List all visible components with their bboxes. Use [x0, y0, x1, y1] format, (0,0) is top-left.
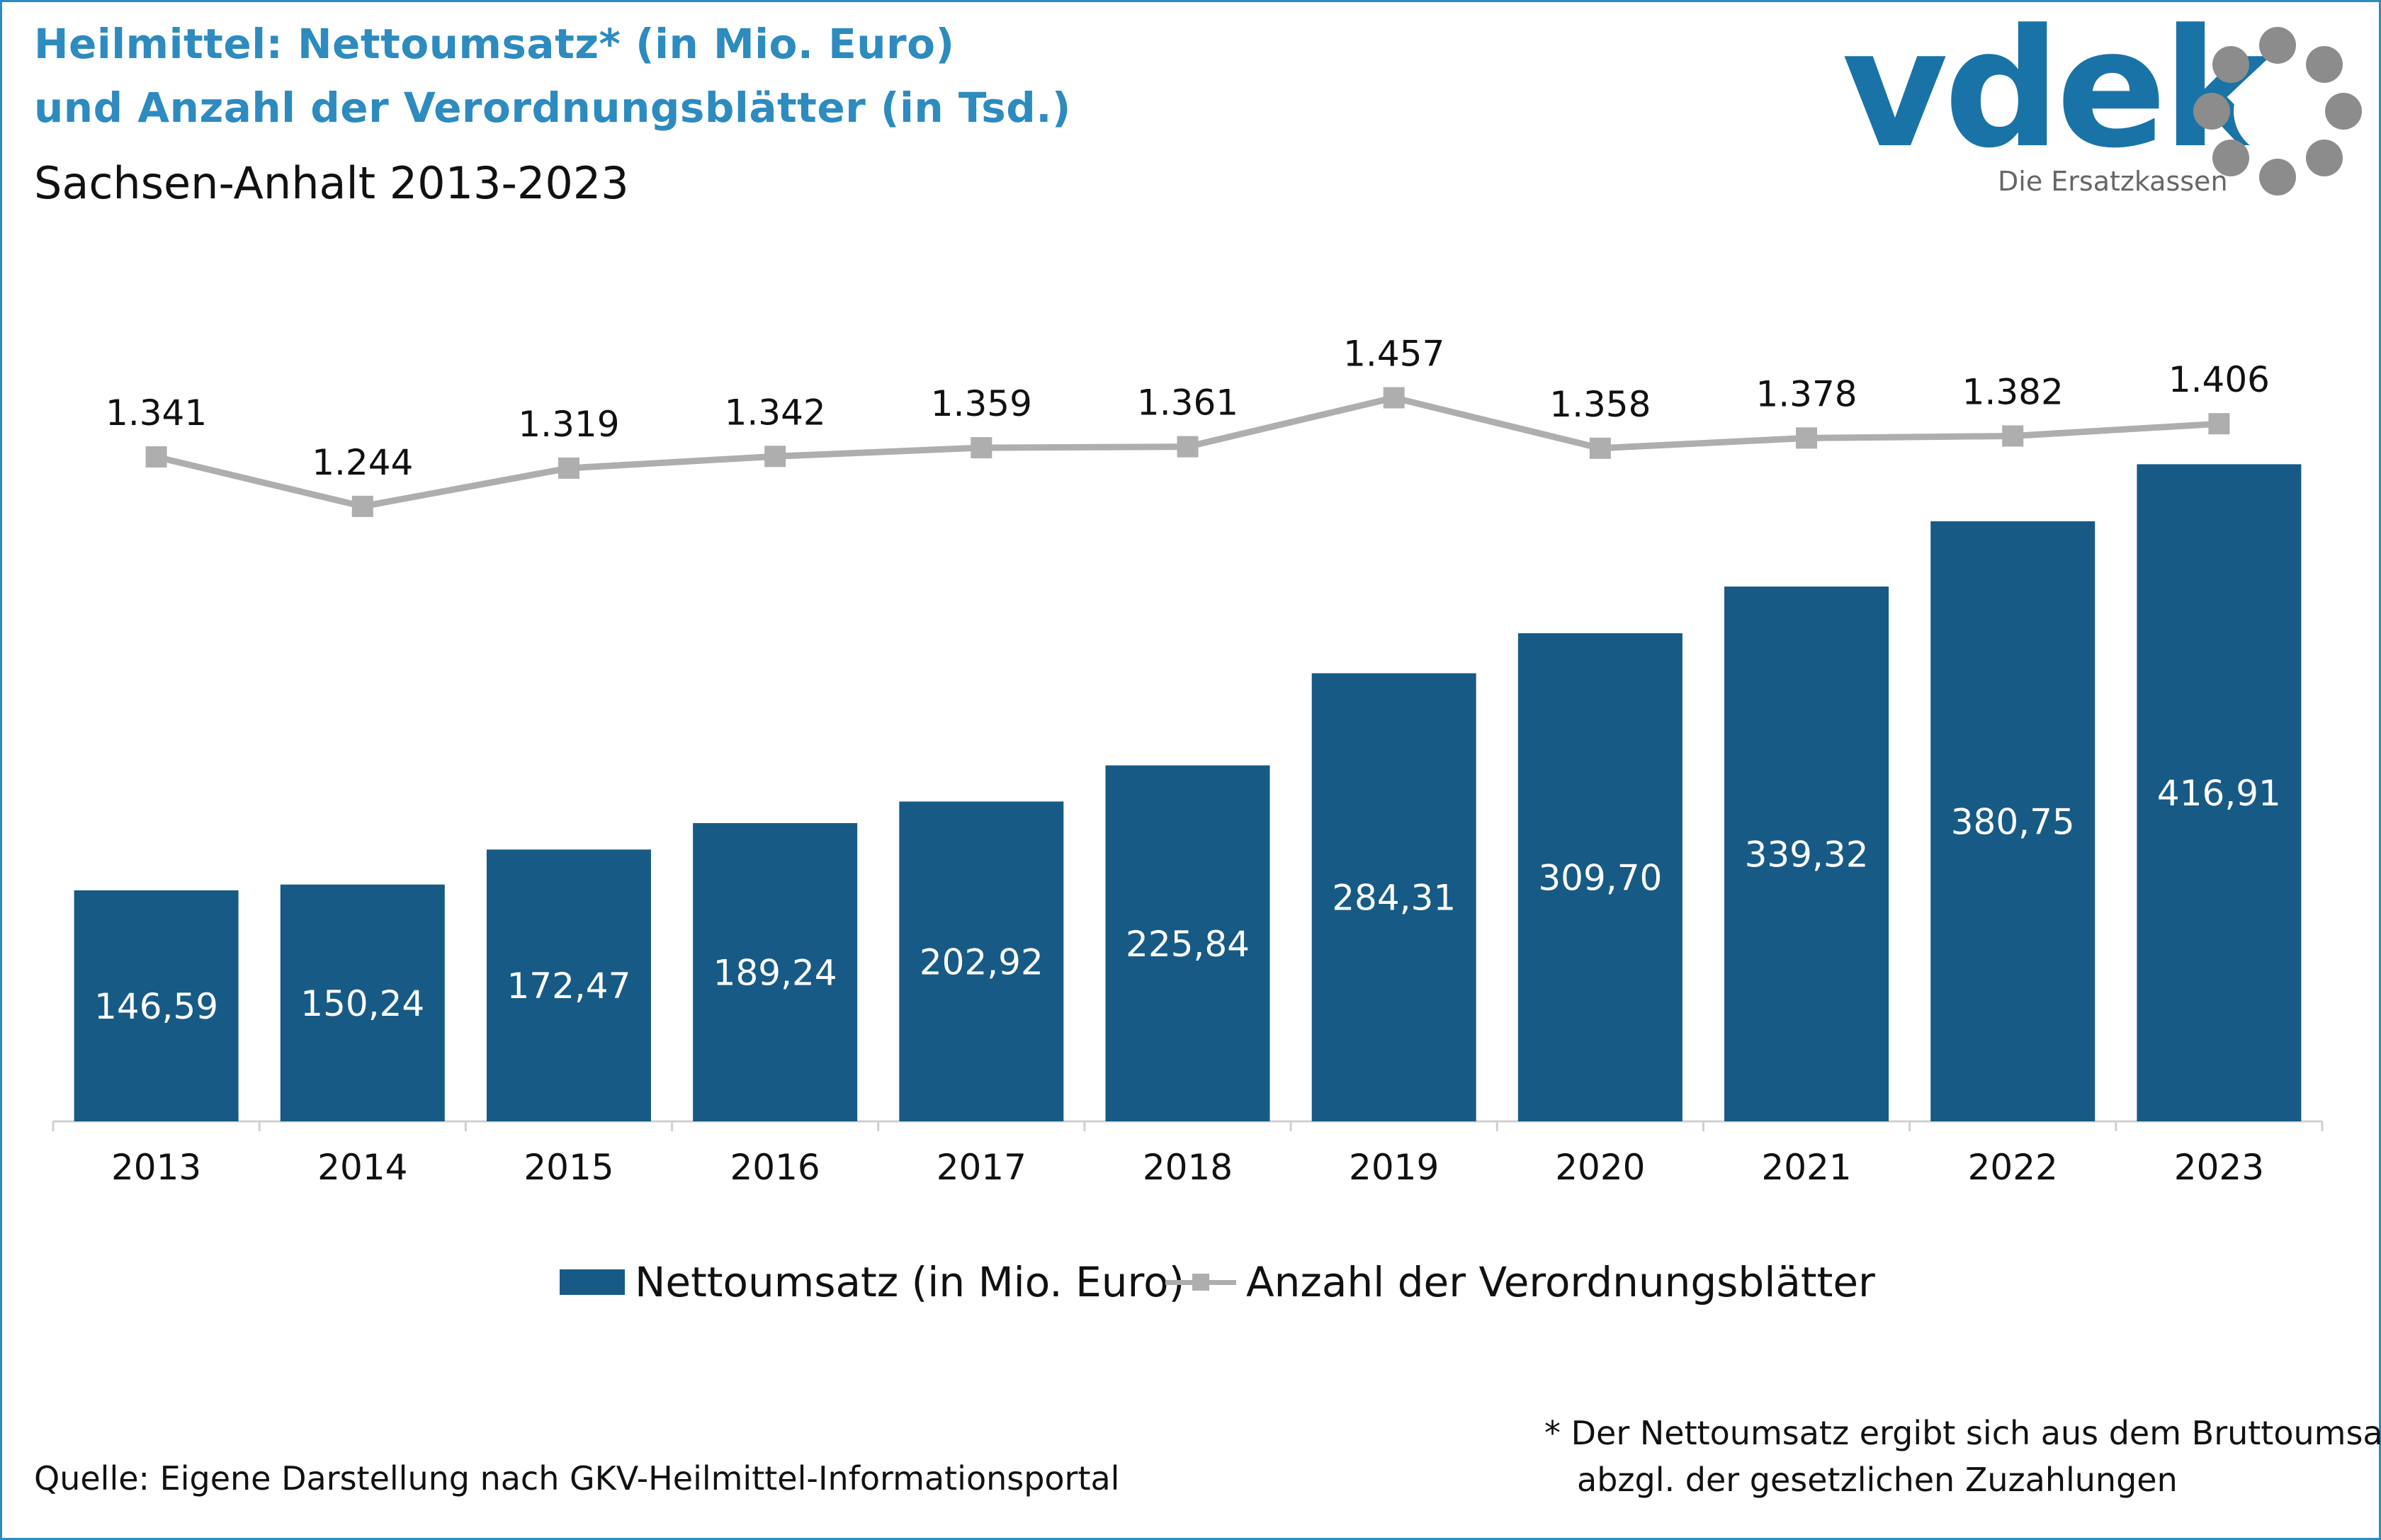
footnote: * Der Nettoumsatz ergibt sich aus dem Br… [1544, 1410, 2381, 1503]
x-tick-label-2013: 2013 [111, 1147, 201, 1188]
bar-value-label-2019: 284,31 [1332, 878, 1456, 919]
bar-value-label-2023: 416,91 [2157, 773, 2281, 814]
line-value-label-2023: 1.406 [2168, 359, 2270, 400]
chart-title-line2: und Anzahl der Verordnungsblätter (in Ts… [34, 84, 1071, 132]
line-marker-2016 [764, 446, 786, 468]
line-marker-2019 [1383, 387, 1405, 409]
source-note: Quelle: Eigene Darstellung nach GKV-Heil… [34, 1459, 1120, 1497]
bar-nettoumsatz-2021 [1724, 587, 1889, 1121]
chart-title-line1: Heilmittel: Nettoumsatz* (in Mio. Euro) [34, 20, 955, 68]
line-value-label-2019: 1.457 [1343, 333, 1444, 374]
bar-value-label-2021: 339,32 [1745, 834, 1869, 876]
line-value-label-2014: 1.244 [312, 442, 413, 483]
bar-value-label-2013: 146,59 [94, 986, 218, 1027]
bar-nettoumsatz-2022 [1930, 521, 2096, 1121]
footnote-line1: * Der Nettoumsatz ergibt sich aus dem Br… [1544, 1414, 2381, 1452]
bar-nettoumsatz-2018 [1105, 765, 1270, 1121]
bar-value-label-2016: 189,24 [713, 952, 837, 993]
x-tick-label-2015: 2015 [524, 1147, 613, 1188]
line-marker-2021 [1796, 427, 1818, 449]
chart-subtitle: Sachsen-Anhalt 2013-2023 [34, 157, 629, 209]
line-value-label-2018: 1.361 [1137, 383, 1238, 424]
bar-value-label-2014: 150,24 [300, 983, 424, 1024]
bar-nettoumsatz-2023 [2137, 464, 2302, 1121]
line-value-label-2016: 1.342 [725, 392, 826, 433]
vdek-ring-icon [2193, 27, 2362, 196]
line-value-label-2022: 1.382 [1962, 371, 2064, 412]
bar-nettoumsatz-2019 [1311, 673, 1476, 1121]
line-marker-2014 [351, 495, 373, 517]
legend-label-bars: Nettoumsatz (in Mio. Euro) [635, 1258, 1185, 1306]
footnote-line2: abzgl. der gesetzlichen Zuzahlungen [1577, 1461, 2178, 1499]
line-marker-2017 [971, 437, 992, 459]
logo-brand: vdek [1842, 0, 2271, 184]
bar-nettoumsatz-2015 [486, 849, 651, 1121]
line-marker-2022 [2002, 425, 2024, 447]
legend-line-swatch [1165, 1269, 1236, 1295]
legend-item-line: Anzahl der Verordnungsblätter [1165, 1258, 1875, 1306]
line-marker-2015 [558, 457, 579, 479]
logo-tagline: Die Ersatzkassen [1998, 166, 2228, 197]
line-marker-2020 [1589, 437, 1611, 459]
bar-nettoumsatz-2014 [280, 884, 445, 1121]
line-value-label-2013: 1.341 [106, 392, 207, 434]
bar-value-label-2022: 380,75 [1951, 801, 2075, 842]
bar-nettoumsatz-2017 [899, 801, 1064, 1121]
x-tick-label-2017: 2017 [937, 1147, 1027, 1188]
line-value-label-2017: 1.359 [931, 383, 1032, 424]
bar-nettoumsatz-2020 [1517, 633, 1682, 1121]
line-marker-2013 [145, 446, 167, 468]
x-tick-label-2020: 2020 [1555, 1147, 1645, 1188]
bar-value-label-2020: 309,70 [1538, 857, 1662, 898]
line-marker-2018 [1177, 436, 1199, 458]
bar-value-label-2018: 225,84 [1126, 924, 1250, 965]
x-tick-label-2018: 2018 [1143, 1147, 1233, 1188]
x-tick-label-2022: 2022 [1968, 1147, 2058, 1188]
line-value-label-2021: 1.378 [1755, 373, 1857, 414]
vdek-logo: vdek Die Ersatzkassen [1842, 9, 2366, 214]
x-tick-label-2023: 2023 [2174, 1147, 2264, 1188]
bar-value-label-2015: 172,47 [507, 966, 630, 1007]
x-tick-label-2019: 2019 [1349, 1147, 1439, 1188]
bar-value-label-2017: 202,92 [920, 941, 1044, 983]
x-tick-label-2021: 2021 [1761, 1147, 1851, 1188]
x-tick-label-2016: 2016 [730, 1147, 820, 1188]
bar-nettoumsatz-2016 [693, 822, 858, 1121]
line-value-label-2015: 1.319 [518, 404, 619, 445]
x-tick-label-2014: 2014 [317, 1147, 407, 1188]
legend-bar-swatch [560, 1269, 625, 1295]
line-marker-2023 [2208, 413, 2230, 435]
line-value-label-2020: 1.358 [1549, 384, 1651, 425]
legend-label-line: Anzahl der Verordnungsblätter [1246, 1258, 1875, 1306]
legend-item-bars: Nettoumsatz (in Mio. Euro) [560, 1258, 1184, 1306]
bar-nettoumsatz-2013 [74, 890, 239, 1121]
